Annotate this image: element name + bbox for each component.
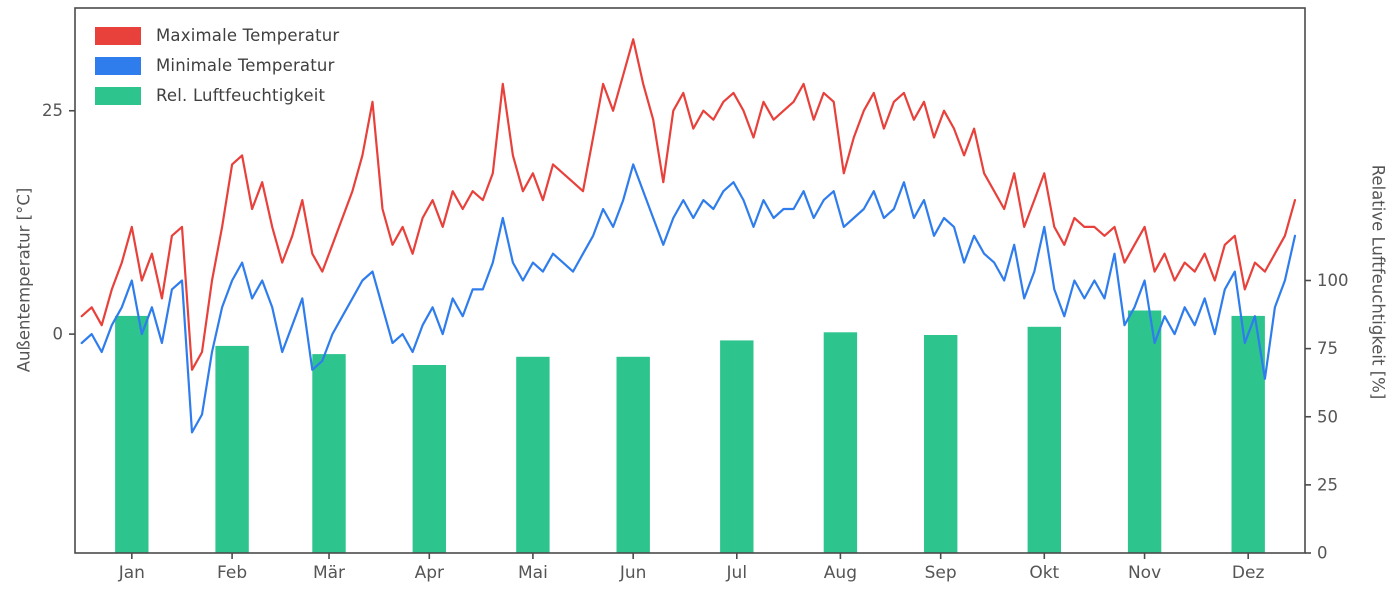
humidity-bar <box>720 340 754 553</box>
month-tick-label: Aug <box>824 563 857 583</box>
legend-item-humidity: Rel. Luftfeuchtigkeit <box>95 86 339 105</box>
month-tick-label: Okt <box>1029 563 1059 583</box>
right-tick-label: 75 <box>1317 339 1338 358</box>
right-tick-label: 0 <box>1317 544 1328 563</box>
legend-item-min-temp: Minimale Temperatur <box>95 56 339 75</box>
right-tick-label: 25 <box>1317 475 1338 494</box>
humidity-bar <box>1027 326 1061 553</box>
humidity-bar <box>215 345 249 553</box>
line-series <box>80 163 1297 434</box>
humidity-bar <box>1127 310 1162 553</box>
month-tick-label: Apr <box>415 563 444 583</box>
humidity-bar <box>1231 315 1265 553</box>
chart-legend: Maximale Temperatur Minimale Temperatur … <box>95 26 339 105</box>
month-tick-label: Sep <box>925 563 957 583</box>
right-axis-label: Relative Luftfeuchtigkeit [%] <box>1368 164 1388 400</box>
month-tick-label: Mär <box>313 563 345 583</box>
humidity-bar <box>412 365 446 553</box>
month-tick-label: Jun <box>619 563 647 583</box>
month-tick-label: Dez <box>1232 563 1265 583</box>
month-tick-label: Feb <box>217 563 247 583</box>
legend-swatch-humidity <box>95 86 141 105</box>
legend-item-max-temp: Maximale Temperatur <box>95 26 339 45</box>
humidity-bar <box>616 356 650 553</box>
month-tick-label: Jan <box>118 563 145 583</box>
month-tick-label: Jul <box>726 563 748 583</box>
legend-swatch-max-temp <box>95 26 141 45</box>
humidity-bar <box>516 356 550 553</box>
left-tick-label: 25 <box>42 101 63 120</box>
humidity-bar <box>823 332 858 553</box>
humidity-bar <box>115 315 149 553</box>
legend-swatch-min-temp <box>95 56 141 75</box>
right-tick-label: 50 <box>1317 407 1338 426</box>
month-tick-label: Mai <box>518 563 548 583</box>
legend-label-min-temp: Minimale Temperatur <box>156 56 335 75</box>
legend-label-max-temp: Maximale Temperatur <box>156 26 340 45</box>
humidity-bars <box>115 310 1265 553</box>
month-tick-label: Nov <box>1128 563 1161 583</box>
humidity-bar <box>312 354 346 553</box>
left-tick-label: 0 <box>53 325 64 344</box>
legend-label-humidity: Rel. Luftfeuchtigkeit <box>156 86 326 105</box>
line-series <box>80 38 1297 371</box>
left-axis-label: Außentemperatur [°C] <box>14 187 34 373</box>
humidity-bar <box>924 335 958 553</box>
right-tick-label: 100 <box>1317 271 1349 290</box>
